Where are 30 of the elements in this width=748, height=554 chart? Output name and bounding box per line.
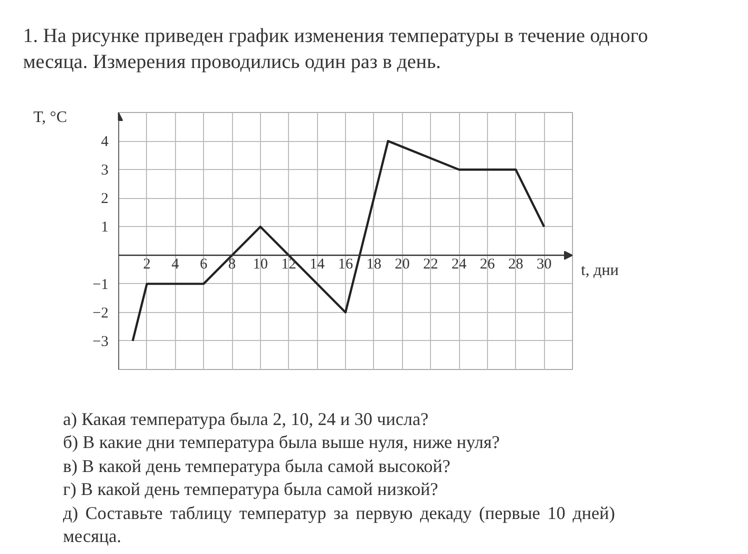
x-tick-label: 26 <box>480 256 496 272</box>
y-tick-label: −3 <box>92 334 109 350</box>
text: б) В какие дни температура была выше нуля, ниже нуля? <box>63 431 501 454</box>
x-tick-label: 20 <box>394 256 410 272</box>
y-tick-label: 3 <box>101 162 108 179</box>
y-tick-label: 4 <box>101 134 109 150</box>
text: д) Составьте таблицу температур за первую декаду (первые 10 дней) месяца. <box>63 502 615 548</box>
x-tick-label: 14 <box>310 256 326 272</box>
chart-title: 1. На рисунке приведен график изменения температуры в течение одного месяца. Измерения проводились один раз в день. <box>22 24 649 75</box>
text: а) Какая температура была 2, 10, 24 и 30 числа? <box>63 408 430 431</box>
x-axis-title: t, дни <box>581 261 620 281</box>
x-tick-label: 8 <box>228 256 236 272</box>
y-tick-label: −1 <box>92 276 109 293</box>
y-tick-label: 1 <box>101 220 108 236</box>
x-tick-label: 2 <box>143 256 151 272</box>
x-tick-label: 16 <box>338 256 354 272</box>
x-tick-label: 24 <box>452 256 467 272</box>
x-tick-label: 30 <box>536 256 552 272</box>
x-tick-label: 10 <box>252 256 268 272</box>
y-tick-label: −2 <box>92 305 109 322</box>
x-tick-label: 18 <box>366 256 382 272</box>
x-tick-label: 22 <box>423 256 438 272</box>
x-tick-label: 12 <box>281 256 296 272</box>
x-tick-label: 28 <box>508 256 524 272</box>
text: г) В какой день температура была самой низкой? <box>63 478 440 502</box>
y-axis-title: T, °C <box>32 108 67 128</box>
x-tick-label: 4 <box>172 256 180 272</box>
y-tick-label: 2 <box>101 191 108 208</box>
x-tick-label: 6 <box>200 256 208 272</box>
text: в) В какой день температура была самой высокой? <box>63 454 452 478</box>
